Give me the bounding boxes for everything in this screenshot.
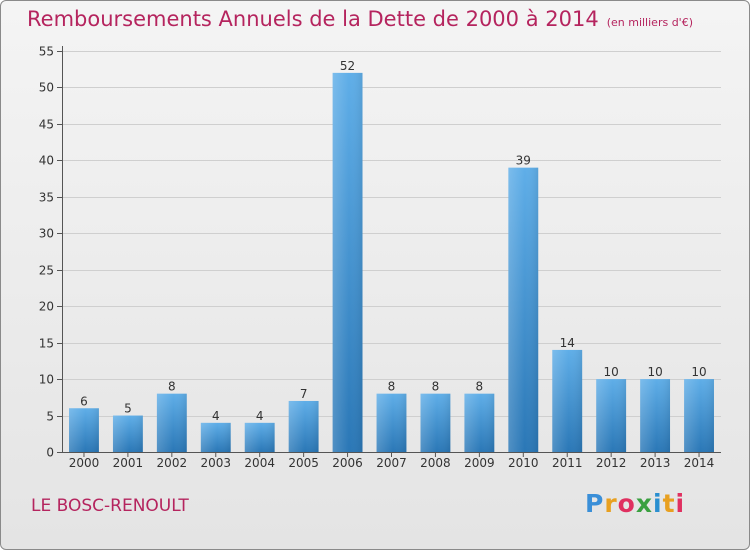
data-label: 5 — [124, 402, 132, 416]
x-tick-label: 2000 — [69, 456, 100, 470]
y-tick-label: 20 — [39, 300, 54, 314]
bar-shine-2003 — [200, 422, 231, 452]
chart-title-text: Remboursements Annuels de la Dette de 20… — [27, 7, 599, 31]
data-label: 4 — [256, 409, 264, 423]
bar-shine-2008 — [420, 393, 451, 452]
data-label: 8 — [388, 380, 396, 394]
bar-shine-2005 — [288, 400, 319, 452]
x-tick-label: 2006 — [332, 456, 363, 470]
y-tick-label: 30 — [39, 227, 54, 241]
bar-shine-2006 — [332, 72, 363, 452]
y-tick-label: 25 — [39, 264, 54, 278]
logo-letter: i — [675, 489, 686, 518]
x-tick-label: 2005 — [288, 456, 319, 470]
data-label: 8 — [432, 380, 440, 394]
bar-shine-2000 — [69, 408, 99, 452]
x-tick-label: 2007 — [376, 456, 407, 470]
bar-shine-2007 — [376, 393, 407, 452]
logo-letter: x — [635, 489, 653, 518]
bar-shine-2001 — [112, 415, 143, 452]
y-tick-label: 40 — [39, 154, 54, 168]
x-tick-label: 2010 — [508, 456, 539, 470]
y-tick-label: 0 — [46, 446, 54, 460]
data-label: 8 — [168, 380, 176, 394]
y-tick-label: 15 — [39, 337, 54, 351]
x-tick-label: 2014 — [684, 456, 715, 470]
x-tick-label: 2001 — [113, 456, 144, 470]
x-tick-label: 2013 — [640, 456, 671, 470]
y-tick-label: 5 — [46, 410, 54, 424]
x-tick-label: 2011 — [552, 456, 583, 470]
bar-shine-2014 — [684, 379, 714, 452]
y-tick-label: 50 — [39, 81, 54, 95]
x-tick-label: 2003 — [200, 456, 231, 470]
chart-title: Remboursements Annuels de la Dette de 20… — [27, 7, 693, 31]
bar-shine-2013 — [640, 379, 671, 452]
y-tick-label: 55 — [39, 45, 54, 59]
y-tick-label: 10 — [39, 373, 54, 387]
logo-letter: o — [617, 489, 636, 518]
bar-shine-2012 — [596, 379, 627, 452]
data-label: 39 — [516, 154, 531, 168]
data-label: 6 — [80, 394, 88, 408]
logo-letter: P — [585, 489, 605, 518]
commune-name: LE BOSC-RENOULT — [31, 496, 189, 516]
data-label: 8 — [476, 380, 484, 394]
data-label: 10 — [604, 365, 619, 379]
y-tick-label: 35 — [39, 191, 54, 205]
gridlines — [62, 51, 721, 417]
logo-letter: i — [653, 489, 663, 518]
data-label: 7 — [300, 387, 308, 401]
data-label: 52 — [340, 59, 355, 73]
proxiti-logo: Proxiti — [585, 489, 685, 518]
x-tick-label: 2009 — [464, 456, 495, 470]
bar-shine-2004 — [244, 422, 275, 452]
bar-shine-2002 — [156, 393, 187, 452]
x-tick-label: 2012 — [596, 456, 627, 470]
x-tick-label: 2004 — [244, 456, 275, 470]
x-tick-label: 2008 — [420, 456, 451, 470]
chart-unit: (en milliers d'€) — [606, 16, 693, 29]
data-label: 10 — [691, 365, 706, 379]
y-tick-label: 45 — [39, 118, 54, 132]
data-label: 10 — [647, 365, 662, 379]
bar-shine-2010 — [508, 167, 539, 452]
data-labels: 6 5 8 4 4 7 52 8 8 8 39 14 10 10 10 — [80, 59, 707, 423]
bar-shine-2011 — [552, 349, 583, 452]
data-label: 4 — [212, 409, 220, 423]
logo-letter: r — [604, 489, 618, 518]
data-label: 14 — [560, 336, 575, 350]
bar-shine-2009 — [464, 393, 495, 452]
bars — [69, 72, 714, 452]
logo-letter: t — [662, 489, 676, 518]
x-tick-label: 2002 — [157, 456, 188, 470]
